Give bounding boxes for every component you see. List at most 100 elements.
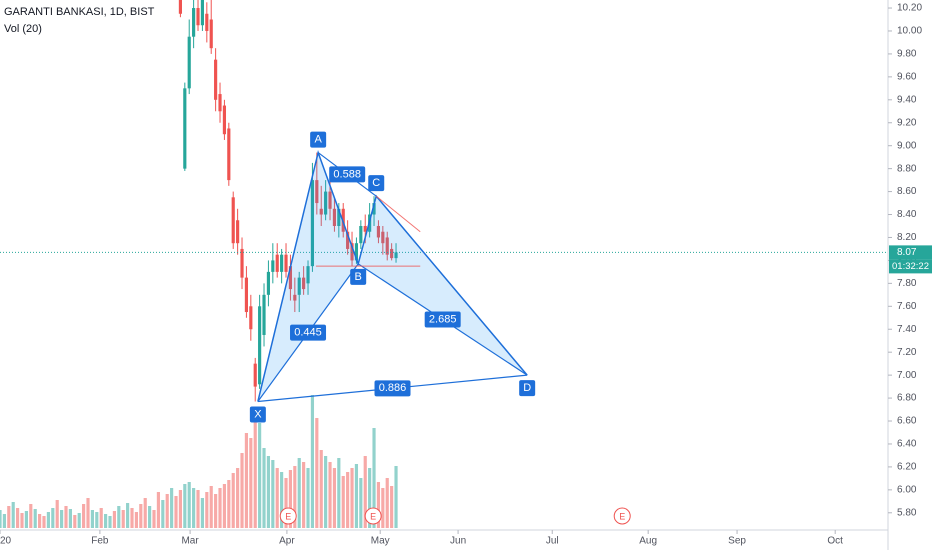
candle-body: [390, 248, 394, 259]
candle-body: [240, 248, 244, 278]
ratio-box: [374, 380, 411, 397]
point-label: D: [523, 382, 531, 394]
x-tick-label: Jul: [546, 536, 559, 547]
volume-bar: [249, 438, 253, 528]
x-tick-label: Sep: [728, 536, 746, 547]
volume-bar: [86, 498, 90, 528]
candle-body: [350, 243, 354, 261]
candle-body: [332, 208, 337, 226]
volume-bar: [104, 514, 108, 528]
volume-bar: [222, 484, 227, 528]
point-box: [368, 175, 385, 192]
y-tick-label: 10.00: [897, 26, 922, 37]
ratio-label: 0.588: [333, 168, 361, 180]
volume-bar: [236, 468, 240, 528]
y-tick-label: 7.00: [897, 370, 917, 381]
volume-bar: [319, 450, 323, 528]
candle-body: [376, 225, 381, 238]
volume-bar: [183, 484, 187, 528]
volume-bar: [275, 468, 279, 528]
volume-bar: [214, 494, 218, 528]
volume-bar: [200, 498, 205, 528]
volume-bar: [112, 511, 116, 528]
volume-bar: [174, 496, 178, 528]
volume-bar: [258, 423, 262, 528]
volume-bar: [280, 472, 284, 528]
pattern-fill: [257, 152, 359, 402]
point-box: [310, 131, 327, 148]
volume-bar: [306, 468, 310, 528]
candle-body: [363, 225, 367, 232]
volume-bar: [240, 453, 244, 528]
y-tick-label: 8.40: [897, 209, 917, 220]
x-tick-label: Apr: [279, 536, 295, 547]
ratio-label: 2.685: [429, 313, 457, 325]
volume-bar: [121, 510, 125, 528]
volume-bar: [328, 462, 332, 528]
volume-bar: [218, 488, 222, 528]
earnings-marker: [364, 507, 382, 525]
earnings-label: E: [285, 511, 291, 521]
candle-body: [187, 36, 191, 89]
volume-bar: [29, 504, 33, 528]
last-price-box: [889, 245, 932, 260]
point-box: [519, 380, 536, 397]
candle-body: [192, 8, 196, 37]
candle-body: [178, 0, 183, 14]
point-label: X: [254, 408, 262, 420]
volume-bar: [82, 504, 86, 528]
volume-bar: [332, 468, 337, 528]
candle-body: [183, 88, 187, 169]
candle-body: [293, 294, 297, 301]
volume-bar: [156, 492, 160, 528]
point-box: [350, 268, 367, 285]
volume-bar: [64, 506, 68, 528]
y-tick-label: 9.60: [897, 72, 917, 83]
volume-bar: [310, 395, 315, 528]
volume-bar: [24, 511, 28, 528]
ratio-box: [290, 324, 327, 341]
y-tick-label: 6.60: [897, 416, 917, 427]
volume-bar: [139, 504, 143, 528]
y-tick-label: 7.60: [897, 301, 917, 312]
volume-bar: [271, 460, 275, 528]
candle-body: [214, 59, 218, 100]
ratio-label: 0.886: [379, 382, 407, 394]
volume-bar: [354, 464, 359, 528]
volume-bar: [293, 466, 297, 528]
volume-bar: [77, 513, 81, 528]
volume-bar: [262, 448, 266, 528]
volume-bar: [390, 486, 394, 528]
volume-bar: [148, 506, 152, 528]
indicator-label: Vol (20): [4, 23, 42, 35]
earnings-label: E: [370, 511, 376, 521]
volume-bar: [55, 500, 59, 528]
candle-body: [306, 266, 310, 284]
y-tick-label: 6.80: [897, 393, 917, 404]
volume-bar: [368, 468, 372, 528]
candle-body: [244, 277, 249, 313]
x-tick-label: Feb: [91, 536, 109, 547]
candle-body: [328, 191, 332, 209]
earnings-marker: [613, 507, 631, 525]
candle-body: [205, 13, 209, 31]
candle-body: [253, 363, 257, 387]
y-tick-label: 8.20: [897, 232, 917, 243]
x-tick-label: Oct: [827, 536, 843, 547]
volume-bar: [341, 476, 345, 528]
volume-bar: [7, 506, 11, 528]
point-label: B: [355, 271, 362, 283]
candle-body: [381, 231, 385, 244]
y-tick-label: 9.40: [897, 94, 917, 105]
candle-body: [346, 231, 350, 249]
candle-body: [324, 191, 328, 215]
y-tick-label: 7.20: [897, 347, 917, 358]
candle-body: [280, 254, 284, 272]
volume-bar: [297, 458, 301, 528]
volume-bar: [161, 500, 165, 528]
candle-body: [288, 266, 293, 290]
y-tick-label: 9.80: [897, 49, 917, 60]
volume-bar: [394, 466, 398, 528]
candle-body: [262, 294, 266, 335]
